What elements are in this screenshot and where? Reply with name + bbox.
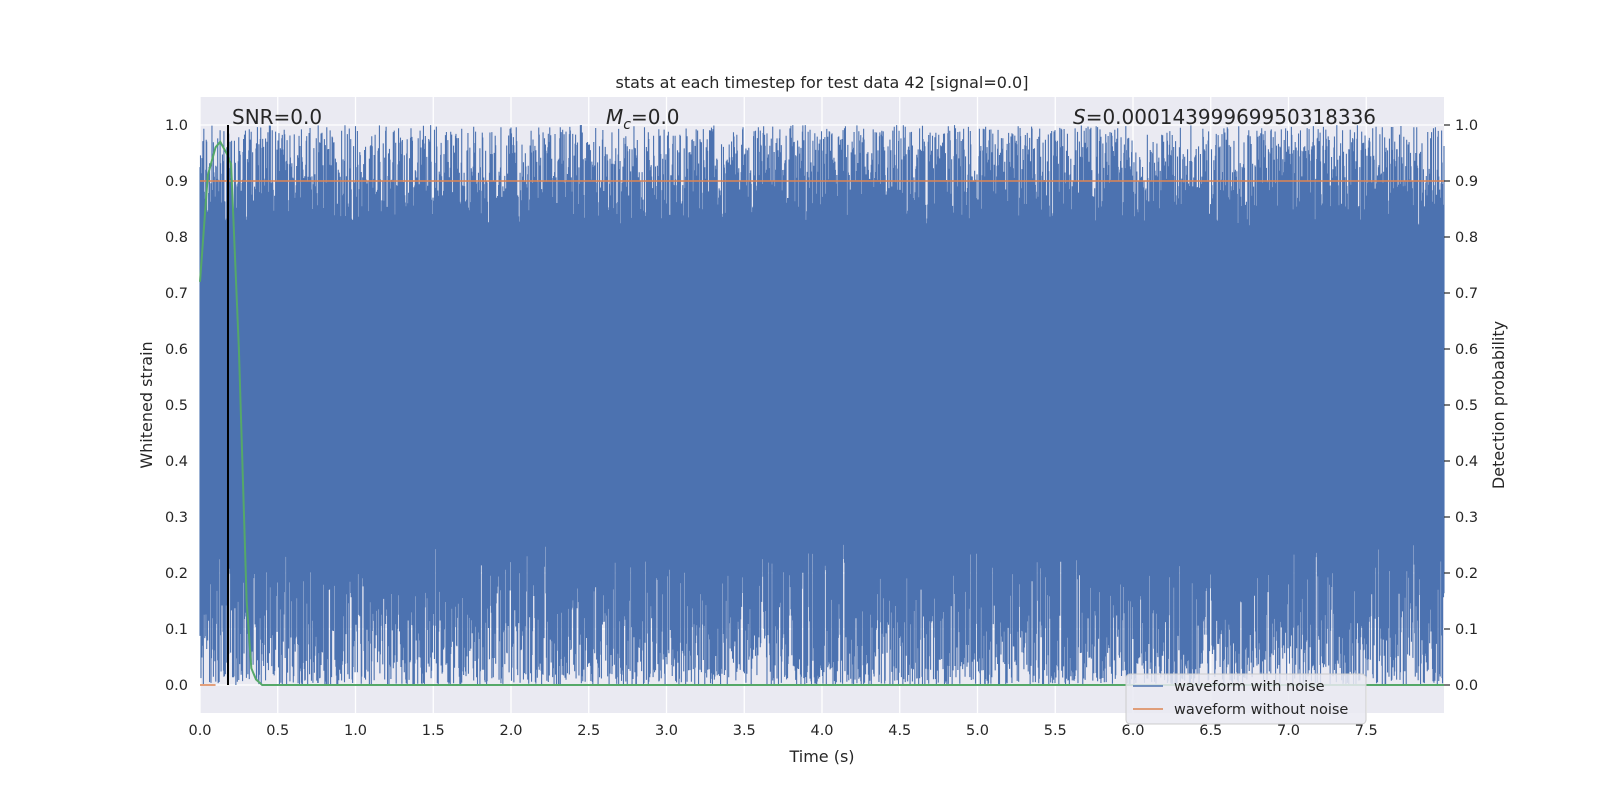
y-tick-label: 0.9	[165, 174, 188, 190]
x-tick-label: 3.5	[733, 723, 756, 739]
x-tick-label: 0.5	[266, 723, 289, 739]
x-axis-ticks: 0.0 0.5 1.0 1.5 2.0 2.5 3.0 3.5 4.0 4.5 5.0 5.5 6.0 6…	[188, 723, 1377, 739]
x-tick-label: 5.0	[966, 723, 989, 739]
x-tick-label: 3.0	[655, 723, 678, 739]
y-right-tick-label: 0.0	[1455, 678, 1478, 694]
y-right-tick-label: 0.7	[1455, 286, 1478, 302]
y-right-tick-label: 0.6	[1455, 342, 1478, 358]
chirp-mass-subscript: c	[623, 117, 631, 133]
x-tick-label: 7.5	[1355, 723, 1378, 739]
snr-annotation: SNR=0.0	[232, 105, 322, 129]
x-tick-label: 6.0	[1121, 723, 1144, 739]
y-tick-label: 0.2	[165, 566, 188, 582]
y-right-tick-label: 0.2	[1455, 566, 1478, 582]
x-tick-label: 7.0	[1277, 723, 1300, 739]
x-tick-label: 1.0	[344, 723, 367, 739]
x-tick-label: 6.5	[1199, 723, 1222, 739]
y-right-tick-label: 0.8	[1455, 230, 1478, 246]
series-waveform-with-noise	[199, 125, 1445, 685]
y-right-tick-label: 0.9	[1455, 174, 1478, 190]
chirp-mass-annotation: Mc=0.0	[606, 105, 680, 133]
x-tick-label: 2.5	[577, 723, 600, 739]
x-tick-label: 2.0	[499, 723, 522, 739]
y-right-tick-label: 0.1	[1455, 622, 1478, 638]
legend-box	[1125, 673, 1367, 725]
chart-title: stats at each timestep for test data 42 …	[616, 73, 1029, 92]
series-detection-probability	[199, 140, 1444, 686]
x-tick-label: 0.0	[188, 723, 211, 739]
x-tick-label: 4.0	[810, 723, 833, 739]
chirp-mass-value: =0.0	[631, 105, 680, 129]
y-tick-label: 0.5	[165, 398, 188, 414]
y-tick-label: 0.0	[165, 678, 188, 694]
s-symbol: S	[1073, 105, 1086, 129]
y-tick-label: 0.6	[165, 342, 188, 358]
y-axis-right-label: Detection probability	[1489, 321, 1508, 489]
s-value: =0.00014399969950318336	[1086, 105, 1376, 129]
y-axis-right-ticks: 0.0 0.1 0.2 0.3 0.4 0.5 0.6 0.7 0.8 0.9 1.0	[1444, 118, 1478, 694]
y-axis-ticks: 0.0 0.1 0.2 0.3 0.4 0.5 0.6 0.7 0.8 0.9 1.0	[165, 118, 188, 694]
y-tick-label: 0.3	[165, 510, 188, 526]
y-right-tick-label: 0.4	[1455, 454, 1478, 470]
noise-waveform-path	[199, 125, 1445, 685]
x-tick-label: 1.5	[422, 723, 445, 739]
y-axis-label: Whitened strain	[137, 341, 156, 468]
legend: waveform with noise waveform without noi…	[1125, 673, 1367, 725]
s-annotation: S=0.00014399969950318336	[1073, 105, 1376, 129]
y-tick-label: 0.1	[165, 622, 188, 638]
y-right-tick-label: 0.3	[1455, 510, 1478, 526]
x-tick-label: 5.5	[1044, 723, 1067, 739]
x-tick-label: 4.5	[888, 723, 911, 739]
y-tick-label: 0.7	[165, 286, 188, 302]
x-axis-label: Time (s)	[788, 747, 854, 766]
legend-label-waveform-without-noise: waveform without noise	[1174, 702, 1348, 718]
y-right-tick-label: 0.5	[1455, 398, 1478, 414]
y-tick-label: 1.0	[165, 118, 188, 134]
y-right-tick-label: 1.0	[1455, 118, 1478, 134]
legend-label-waveform-with-noise: waveform with noise	[1174, 679, 1325, 695]
chirp-mass-symbol: M	[606, 105, 623, 129]
y-tick-label: 0.8	[165, 230, 188, 246]
y-tick-label: 0.4	[165, 454, 188, 470]
